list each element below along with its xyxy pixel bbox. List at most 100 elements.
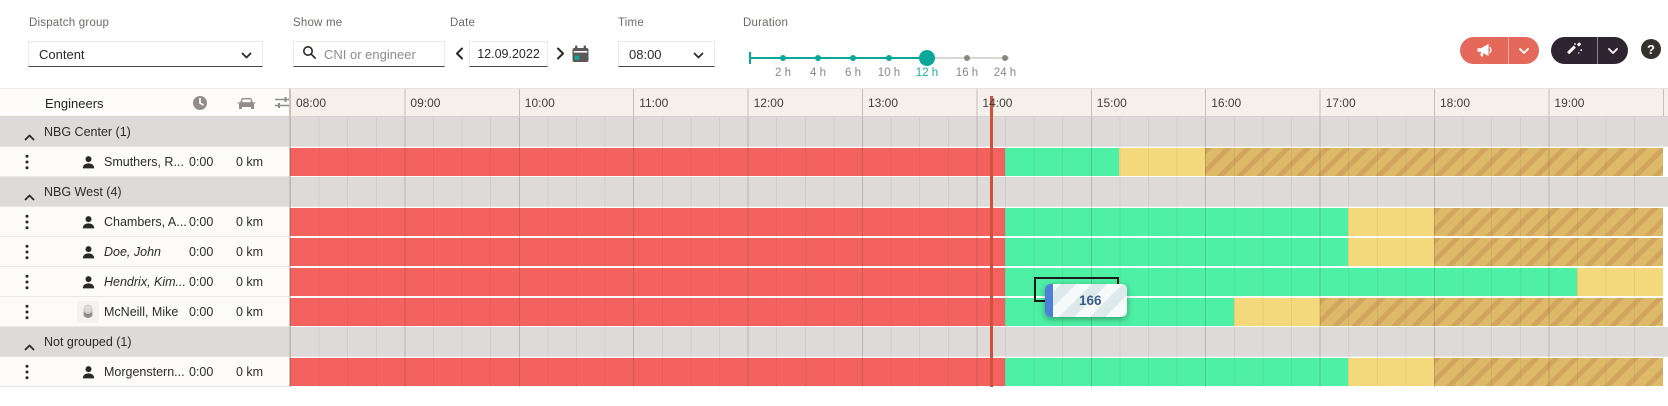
date-prev-button[interactable] bbox=[452, 45, 466, 61]
slider-tick-label[interactable]: 16 h bbox=[955, 67, 979, 79]
date-next-button[interactable] bbox=[553, 45, 567, 61]
group-header[interactable]: NBG West (4) bbox=[0, 177, 1668, 207]
engineer-row-left: Chambers, A... 0:00 0 km bbox=[0, 207, 290, 237]
slider-tick[interactable] bbox=[886, 55, 892, 61]
row-menu-button[interactable] bbox=[22, 214, 32, 230]
group-header[interactable]: NBG Center (1) bbox=[0, 117, 1668, 147]
dispatch-group-select[interactable]: Content bbox=[28, 41, 263, 67]
timeline-strip[interactable] bbox=[290, 297, 1668, 327]
slider-track-fill bbox=[749, 57, 927, 59]
button-divider bbox=[1597, 37, 1598, 64]
slider-tick-label[interactable]: 4 h bbox=[810, 67, 826, 79]
drag-tooltip: 166 bbox=[1045, 284, 1128, 317]
hour-label: 11:00 bbox=[639, 96, 669, 110]
timeline-strip[interactable] bbox=[290, 357, 1668, 387]
duration-slider[interactable]: 2 h 4 h 6 h 10 h 12 h 16 h 24 h bbox=[749, 50, 1016, 80]
slider-tick[interactable] bbox=[815, 55, 821, 61]
engineers-header: Engineers bbox=[0, 88, 290, 117]
time-select[interactable]: 08:00 bbox=[618, 41, 715, 67]
row-menu-button[interactable] bbox=[22, 364, 32, 380]
group-label: NBG West (4) bbox=[44, 185, 122, 199]
hour-label: 10:00 bbox=[524, 96, 555, 110]
filters-icon[interactable] bbox=[274, 95, 291, 115]
segment-overtime bbox=[1348, 238, 1434, 266]
auto-assign-dropdown-button[interactable] bbox=[1598, 37, 1628, 64]
timeline-strip[interactable] bbox=[290, 267, 1668, 297]
date-input[interactable]: 12.09.2022 bbox=[469, 41, 548, 67]
magic-wand-icon[interactable] bbox=[1551, 37, 1597, 64]
engineer-row: Smuthers, R... 0:00 0 km bbox=[0, 147, 1668, 177]
segment-overtime bbox=[1577, 268, 1663, 296]
time-label: Time bbox=[618, 17, 644, 29]
engineer-name: Smuthers, R... bbox=[104, 155, 184, 169]
hour-label: 08:00 bbox=[296, 96, 327, 110]
search-icon bbox=[302, 45, 317, 63]
travel-distance: 0 km bbox=[236, 275, 264, 289]
chevron-down-icon bbox=[1519, 47, 1529, 54]
person-icon bbox=[77, 211, 99, 233]
timeline-strip[interactable] bbox=[290, 147, 1668, 177]
chevron-right-icon bbox=[556, 47, 564, 59]
engineer-row-left: Hendrix, Kim... 0:00 0 km bbox=[0, 267, 290, 297]
calendar-icon[interactable] bbox=[571, 44, 589, 63]
hour-label: 13:00 bbox=[868, 96, 899, 110]
row-menu-button[interactable] bbox=[22, 244, 32, 260]
hour-label: 18:00 bbox=[1440, 96, 1471, 110]
slider-tick[interactable] bbox=[850, 55, 856, 61]
segment-available bbox=[1005, 358, 1349, 386]
engineer-name: Doe, John bbox=[104, 245, 161, 259]
slider-tick-label[interactable]: 24 h bbox=[993, 67, 1017, 79]
row-menu-button[interactable] bbox=[22, 154, 32, 170]
travel-distance: 0 km bbox=[236, 365, 264, 379]
show-me-search bbox=[293, 41, 500, 67]
collapse-icon[interactable] bbox=[24, 188, 35, 206]
scheduling-grid: Engineers 08:00 09:00 10:00 11:00 12:00 13:00… bbox=[0, 88, 1668, 387]
engineer-name: Morgenstern... bbox=[104, 365, 185, 379]
slider-tick-label[interactable]: 6 h bbox=[845, 67, 861, 79]
timeline-strip[interactable] bbox=[290, 207, 1668, 237]
person-icon bbox=[77, 241, 99, 263]
slider-handle[interactable] bbox=[919, 50, 935, 66]
engineers-header-label: Engineers bbox=[45, 96, 104, 111]
collapse-icon[interactable] bbox=[24, 338, 35, 356]
hour-label: 12:00 bbox=[753, 96, 784, 110]
working-time: 0:00 bbox=[189, 215, 214, 229]
engineer-row-left: Doe, John 0:00 0 km bbox=[0, 237, 290, 267]
segment-unavailable bbox=[1205, 148, 1663, 176]
slider-tick[interactable] bbox=[780, 55, 786, 61]
auto-assign-button[interactable] bbox=[1551, 37, 1628, 64]
help-button[interactable]: ? bbox=[1641, 39, 1661, 59]
row-menu-button[interactable] bbox=[22, 304, 32, 320]
date-label: Date bbox=[450, 17, 476, 29]
megaphone-icon[interactable] bbox=[1460, 37, 1508, 64]
collapse-icon[interactable] bbox=[24, 128, 35, 146]
working-time: 0:00 bbox=[189, 155, 214, 169]
working-time: 0:00 bbox=[189, 245, 214, 259]
segment-overtime bbox=[1348, 358, 1434, 386]
announcement-dropdown-button[interactable] bbox=[1509, 37, 1539, 64]
clock-icon[interactable] bbox=[192, 95, 208, 116]
group-label: NBG Center (1) bbox=[44, 125, 131, 139]
segment-elapsed bbox=[290, 208, 1005, 236]
announcement-button[interactable] bbox=[1460, 37, 1539, 64]
slider-tick-label[interactable]: 2 h bbox=[775, 67, 791, 79]
segment-unavailable bbox=[1434, 358, 1663, 386]
segment-overtime bbox=[1233, 298, 1320, 326]
row-menu-button[interactable] bbox=[22, 274, 32, 290]
slider-tick[interactable] bbox=[964, 55, 970, 61]
timeline-strip[interactable] bbox=[290, 237, 1668, 267]
toolbar: Dispatch group Content Show me Date 12.0… bbox=[0, 0, 1668, 88]
slider-tick-label[interactable]: 10 h bbox=[877, 67, 901, 79]
segment-elapsed bbox=[290, 238, 1005, 266]
slider-tick-label[interactable]: 12 h bbox=[915, 67, 939, 79]
hour-label: 15:00 bbox=[1096, 96, 1127, 110]
engineer-row: Hendrix, Kim... 0:00 0 km bbox=[0, 267, 1668, 297]
engineer-row: Chambers, A... 0:00 0 km bbox=[0, 207, 1668, 237]
travel-distance: 0 km bbox=[236, 155, 264, 169]
show-me-input[interactable] bbox=[324, 46, 500, 62]
car-icon[interactable] bbox=[237, 95, 256, 115]
slider-tick[interactable] bbox=[1002, 55, 1008, 61]
working-time: 0:00 bbox=[189, 365, 214, 379]
group-header[interactable]: Not grouped (1) bbox=[0, 327, 1668, 357]
